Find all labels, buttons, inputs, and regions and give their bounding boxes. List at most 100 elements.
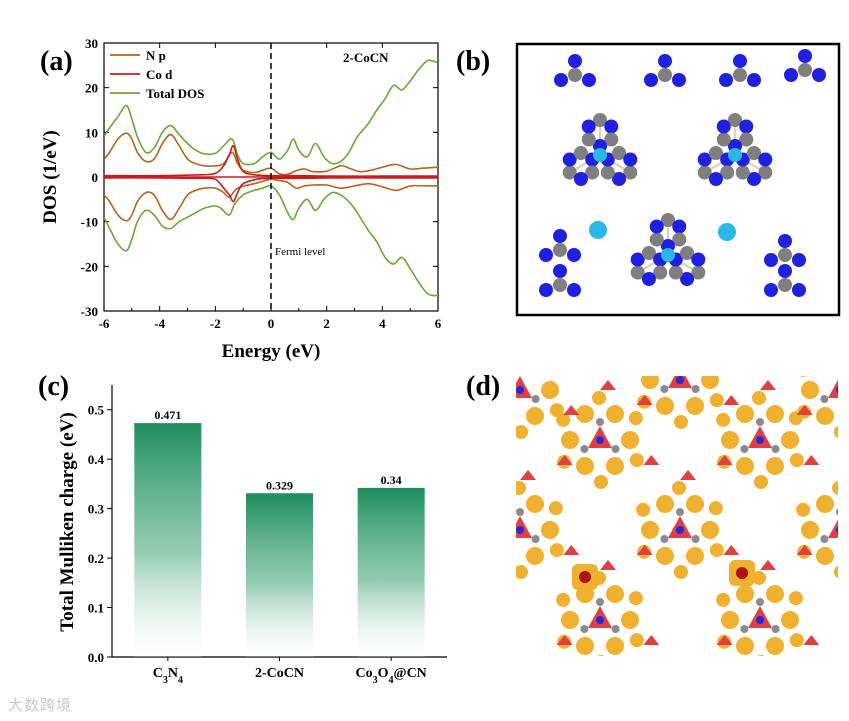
density-lobe: [606, 636, 624, 655]
mulliken-y-tick-label: 0.4: [88, 452, 105, 467]
density-depletion: [723, 545, 740, 555]
atom: [531, 395, 540, 403]
atom: [596, 418, 604, 426]
density-lobe: [636, 353, 650, 367]
density-lobe: [656, 345, 674, 363]
density-lobe: [801, 521, 819, 539]
atom-highlight: [661, 248, 675, 262]
density-lobe: [799, 376, 807, 377]
dos-series-co-d-down: [104, 177, 438, 203]
density-lobe: [629, 453, 644, 468]
density-lobe: [561, 611, 579, 629]
atom: [680, 272, 695, 286]
density-lobe: [636, 502, 651, 517]
density-lobe: [629, 633, 644, 648]
density-lobe: [628, 411, 643, 426]
density-lobe: [701, 376, 719, 389]
atom: [771, 445, 780, 453]
density-lobe: [593, 474, 608, 489]
density-lobe: [621, 611, 639, 629]
atom: [623, 152, 638, 167]
density-lobe: [673, 564, 688, 579]
atom: [593, 113, 607, 127]
density-depletion: [840, 330, 849, 340]
dos-y-tick-label: 10: [85, 125, 98, 140]
density-depletion: [840, 470, 849, 480]
legend-label: N p: [146, 48, 166, 63]
atom: [581, 132, 596, 147]
density-lobe: [656, 546, 674, 565]
dos-series-n-p-down: [104, 178, 438, 222]
atom: [573, 146, 588, 160]
atom: [756, 616, 764, 624]
density-lobe: [709, 393, 724, 408]
density-lobe: [549, 361, 563, 375]
atom: [611, 445, 620, 453]
atom: [778, 264, 792, 278]
atom: [649, 219, 664, 234]
density-lobe: [709, 351, 723, 365]
dos-y-tick-label: 20: [85, 81, 98, 96]
atom: [792, 283, 806, 297]
atom: [500, 395, 508, 403]
atom: [658, 68, 672, 82]
atom: [516, 386, 524, 394]
dos-x-axis-label: Energy (eV): [222, 341, 321, 362]
density-depletion: [636, 545, 653, 555]
density-lobe: [709, 543, 724, 558]
mulliken-value-label: 0.471: [154, 408, 181, 422]
density-lobe: [476, 503, 490, 517]
mulliken-value-label: 0.34: [381, 473, 402, 487]
atom: [708, 172, 723, 186]
atom: [612, 146, 627, 160]
atom: [604, 132, 619, 147]
mulliken-bar: [357, 488, 425, 657]
density-lobe: [672, 481, 687, 496]
atom: [676, 526, 684, 534]
density-depletion: [643, 635, 660, 645]
atom: [580, 445, 589, 453]
atom: [708, 146, 723, 160]
atom: [756, 418, 764, 426]
atom-highlight: [728, 148, 742, 162]
density-lobe: [526, 355, 544, 373]
atom: [747, 172, 762, 186]
density-depletion: [477, 545, 493, 555]
atom: [672, 73, 686, 87]
density-depletion: [556, 635, 573, 645]
density-depletion: [803, 455, 820, 465]
atom: [728, 113, 742, 127]
atom: [568, 54, 582, 68]
density-lobe: [541, 381, 559, 399]
atom: [567, 283, 581, 297]
density-lobe: [781, 431, 799, 449]
density-lobe: [548, 501, 563, 516]
density-lobe: [496, 407, 514, 425]
density-lobe: [686, 396, 704, 415]
density-depletion: [636, 395, 653, 405]
density-lobe: [606, 405, 624, 424]
atom: [697, 152, 712, 167]
density-depletion: [563, 405, 580, 415]
density-lobe: [592, 391, 607, 406]
density-lobe: [526, 406, 544, 425]
dos-y-tick-label: -10: [81, 215, 98, 230]
density-lobe: [816, 355, 834, 373]
density-lobe: [516, 424, 528, 439]
atom: [719, 73, 733, 87]
density-lobe: [656, 396, 674, 415]
density-lobe: [628, 591, 643, 606]
atom: [562, 165, 577, 180]
density-lobe: [832, 481, 838, 495]
atom: [516, 526, 524, 534]
dos-annotation: 2-CoCN: [343, 50, 389, 65]
atom: [672, 232, 687, 247]
density-lobe: [721, 431, 739, 449]
atom: [580, 625, 589, 633]
co-atom-highlight: [718, 223, 736, 241]
co-atom: [579, 571, 591, 583]
legend-label: Total DOS: [146, 86, 204, 101]
mulliken-y-tick-label: 0.5: [88, 403, 105, 418]
mulliken-y-axis-label: Total Mulliken charge (eV): [57, 412, 78, 631]
